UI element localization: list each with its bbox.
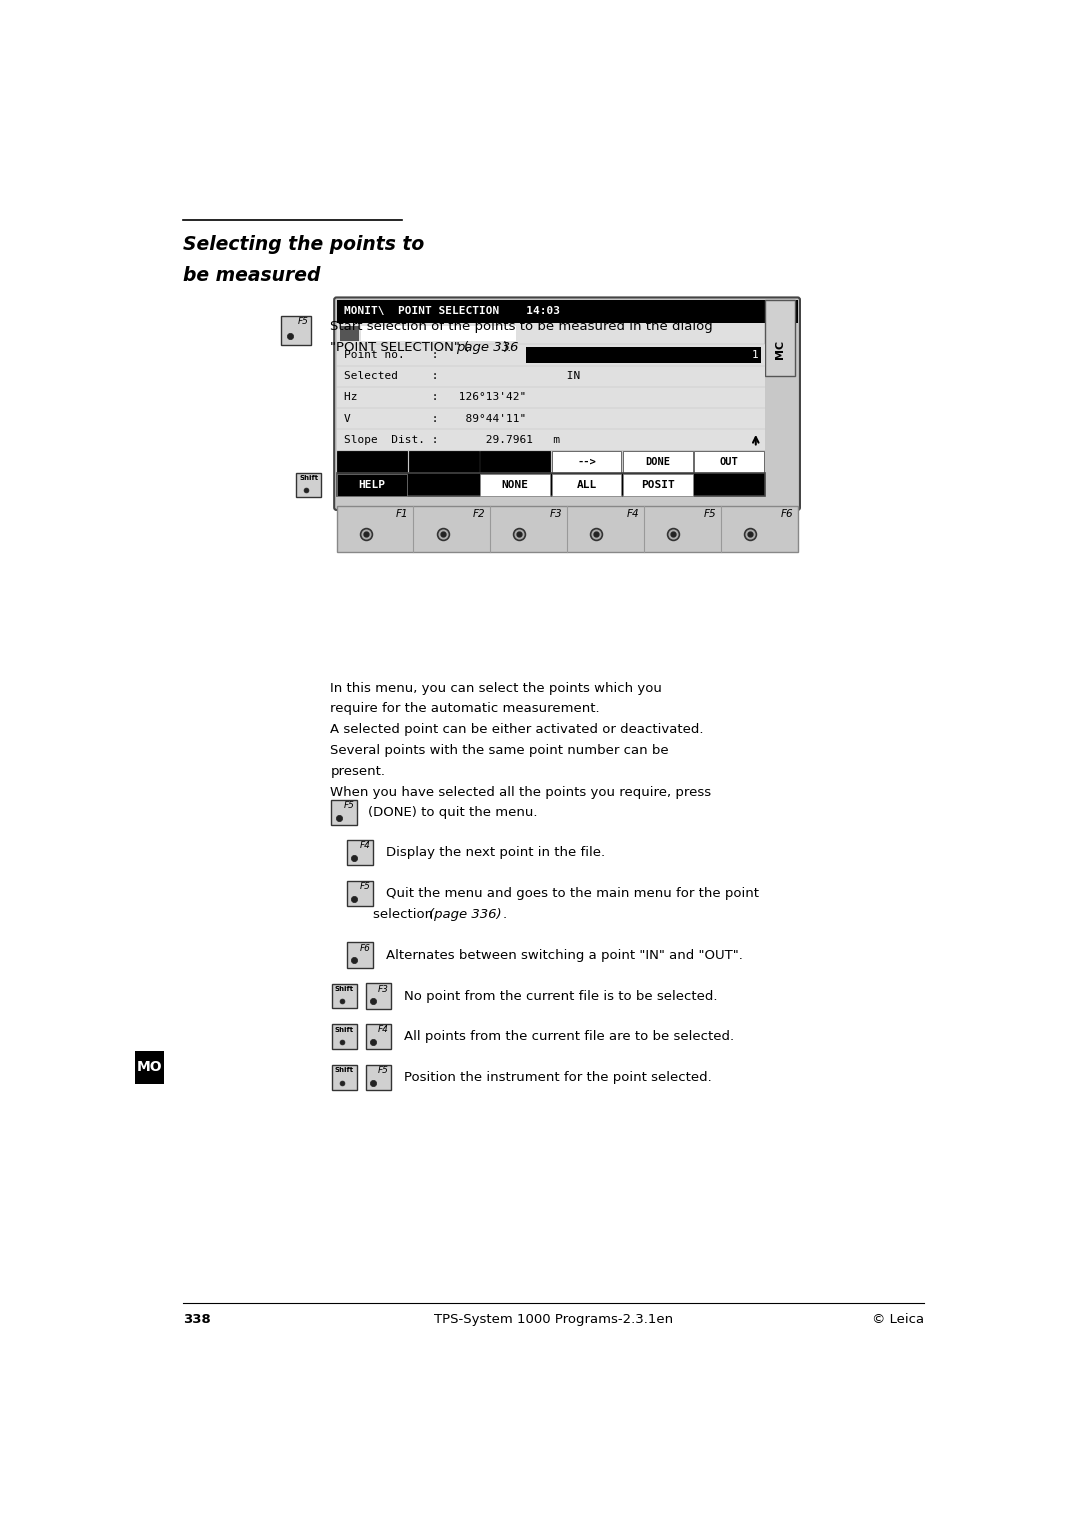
Text: DONE: DONE: [646, 457, 671, 466]
Text: F1: F1: [396, 509, 408, 518]
Bar: [365, 1024, 391, 1049]
Bar: [337, 474, 765, 497]
Text: Selecting the points to: Selecting the points to: [183, 235, 424, 254]
Text: All points from the current file are to be selected.: All points from the current file are to …: [404, 1031, 734, 1043]
Text: HELP: HELP: [359, 480, 386, 489]
Text: Display the next point in the file.: Display the next point in the file.: [387, 847, 605, 859]
Text: Shift: Shift: [335, 1026, 354, 1032]
Bar: [365, 1064, 391, 1090]
Text: F3: F3: [550, 509, 563, 518]
Text: (page 336): (page 336): [429, 908, 501, 920]
Text: Quit the menu and goes to the main menu for the point: Quit the menu and goes to the main menu …: [387, 887, 759, 901]
Bar: [362, 326, 516, 341]
Text: In this menu, you can select the points which you: In this menu, you can select the points …: [330, 682, 662, 694]
Bar: [332, 800, 357, 826]
Text: Shift: Shift: [335, 986, 354, 992]
Text: Hz           :   126°13'42": Hz : 126°13'42": [345, 393, 527, 402]
Bar: [135, 1052, 164, 1084]
Bar: [337, 430, 765, 450]
Text: F3: F3: [378, 985, 389, 994]
Bar: [526, 347, 761, 364]
Text: F5: F5: [360, 882, 370, 891]
Bar: [623, 451, 693, 472]
Bar: [332, 983, 356, 1008]
Bar: [337, 365, 765, 387]
Text: F5: F5: [703, 509, 716, 518]
Bar: [337, 506, 798, 552]
Bar: [623, 474, 693, 495]
Text: Several points with the same point number can be: Several points with the same point numbe…: [330, 745, 669, 757]
Text: Slope  Dist. :       29.7961   m: Slope Dist. : 29.7961 m: [345, 434, 561, 445]
Text: F4: F4: [626, 509, 639, 518]
Bar: [481, 474, 550, 495]
Bar: [337, 323, 765, 344]
Text: V            :    89°44'11": V : 89°44'11": [345, 413, 527, 424]
Text: be measured: be measured: [183, 266, 321, 284]
Text: selection: selection: [373, 908, 437, 920]
Text: F5: F5: [298, 318, 309, 327]
Text: F6: F6: [360, 943, 370, 953]
Text: Position the instrument for the point selected.: Position the instrument for the point se…: [404, 1072, 712, 1084]
Text: F2: F2: [473, 509, 486, 518]
Bar: [337, 474, 407, 495]
Bar: [347, 839, 373, 865]
FancyBboxPatch shape: [334, 298, 800, 511]
Text: Shift: Shift: [335, 1067, 354, 1073]
Text: MC: MC: [774, 339, 785, 359]
Bar: [347, 881, 373, 907]
Text: Start selection of the points to be measured in the dialog: Start selection of the points to be meas…: [330, 320, 713, 333]
Text: 338: 338: [183, 1313, 211, 1326]
Text: MONIT\  POINT SELECTION    14:03: MONIT\ POINT SELECTION 14:03: [345, 306, 561, 317]
Text: (DONE) to quit the menu.: (DONE) to quit the menu.: [367, 806, 537, 820]
Text: F6: F6: [781, 509, 793, 518]
Text: F5: F5: [343, 801, 354, 810]
Bar: [552, 451, 621, 472]
Text: When you have selected all the points you require, press: When you have selected all the points yo…: [330, 786, 712, 798]
Text: ).: ).: [503, 341, 512, 353]
Bar: [339, 326, 359, 341]
Bar: [332, 1024, 356, 1049]
Text: Point no.    :                    1: Point no. : 1: [345, 350, 581, 359]
Bar: [337, 300, 765, 323]
Text: F4: F4: [360, 841, 370, 850]
Text: TPS-System 1000 Programs-2.3.1en: TPS-System 1000 Programs-2.3.1en: [434, 1313, 673, 1326]
Bar: [282, 317, 311, 346]
FancyBboxPatch shape: [765, 300, 795, 376]
Text: .: .: [503, 908, 508, 920]
Bar: [765, 300, 798, 323]
Bar: [337, 344, 765, 365]
Text: MO: MO: [137, 1061, 162, 1075]
Text: 1: 1: [752, 350, 759, 359]
Text: Selected     :                   IN: Selected : IN: [345, 372, 581, 381]
Text: No point from the current file is to be selected.: No point from the current file is to be …: [404, 989, 717, 1003]
Text: present.: present.: [330, 764, 386, 778]
Text: © Leica: © Leica: [872, 1313, 924, 1326]
Bar: [481, 451, 550, 472]
Text: F4: F4: [378, 1026, 389, 1035]
Bar: [337, 387, 765, 408]
Text: POSIT: POSIT: [642, 480, 675, 489]
Text: "POINT SELECTION" (: "POINT SELECTION" (: [330, 341, 470, 353]
Bar: [365, 983, 391, 1009]
Text: -->: -->: [577, 457, 596, 466]
Text: A selected point can be either activated or deactivated.: A selected point can be either activated…: [330, 723, 704, 737]
Text: require for the automatic measurement.: require for the automatic measurement.: [330, 702, 599, 716]
Bar: [337, 408, 765, 430]
Text: Shift: Shift: [299, 476, 319, 482]
Bar: [332, 1066, 356, 1090]
Bar: [552, 474, 621, 495]
Text: ALL: ALL: [577, 480, 596, 489]
Text: Alternates between switching a point "IN" and "OUT".: Alternates between switching a point "IN…: [387, 950, 743, 962]
Bar: [408, 451, 478, 472]
Text: NONE: NONE: [501, 480, 528, 489]
Bar: [347, 942, 373, 968]
Bar: [296, 472, 321, 497]
Text: F5: F5: [378, 1066, 389, 1075]
Text: page 336: page 336: [456, 341, 518, 353]
Text: OUT: OUT: [720, 457, 739, 466]
Bar: [694, 451, 765, 472]
Bar: [337, 451, 407, 472]
